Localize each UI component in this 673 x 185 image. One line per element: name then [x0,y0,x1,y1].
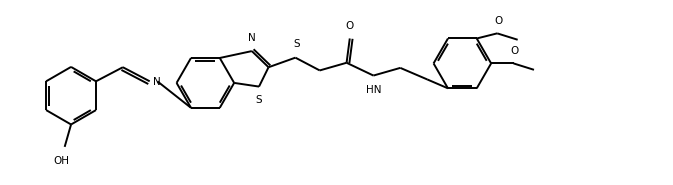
Text: OH: OH [53,156,69,166]
Text: S: S [293,39,300,49]
Text: O: O [346,21,354,31]
Text: N: N [153,77,161,87]
Text: S: S [256,95,262,105]
Text: N: N [248,33,256,43]
Text: HN: HN [365,85,381,95]
Text: O: O [495,16,503,26]
Text: O: O [511,46,519,56]
